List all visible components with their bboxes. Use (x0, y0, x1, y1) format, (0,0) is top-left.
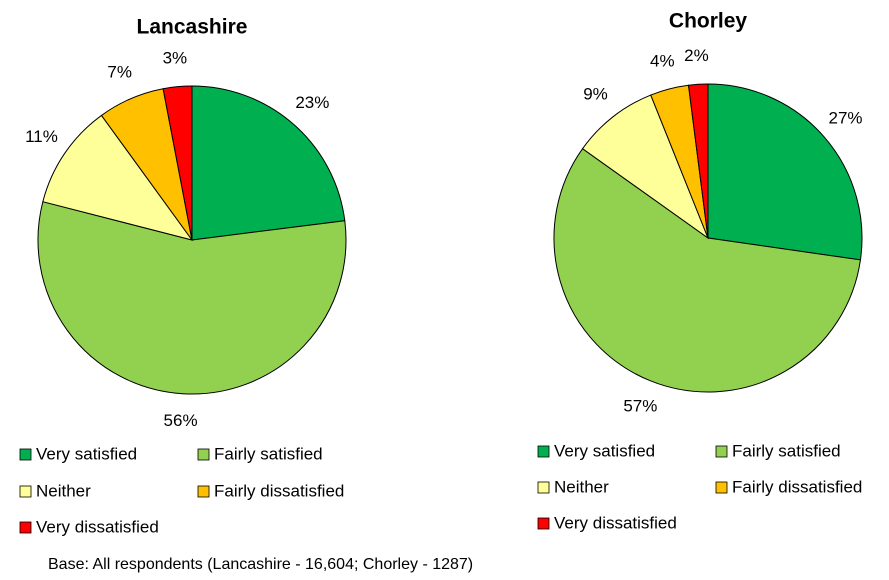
pie-slice (553, 147, 861, 393)
pie-slice (162, 85, 193, 241)
legend-label: Very dissatisfied (36, 517, 159, 536)
data-label: 27% (829, 108, 863, 127)
data-label: 3% (163, 48, 188, 67)
data-label: 11% (25, 127, 58, 146)
legend-label: Very satisfied (36, 444, 137, 463)
data-label: 2% (684, 46, 709, 65)
legend-swatch (537, 481, 550, 494)
chart-title: Chorley (669, 10, 748, 33)
data-label: 4% (650, 51, 675, 70)
legend-swatch (19, 485, 32, 498)
legend-label: Fairly dissatisfied (214, 481, 344, 500)
data-label: 57% (623, 396, 657, 415)
legend-swatch (197, 485, 210, 498)
legend-swatch (537, 445, 550, 458)
legend-swatch (197, 448, 210, 461)
pie-slice (37, 201, 347, 395)
data-label: 7% (107, 62, 132, 81)
pie-slice (707, 83, 863, 261)
data-label: 56% (164, 411, 198, 430)
legend-label: Neither (554, 477, 609, 496)
legend-label: Very satisfied (554, 441, 655, 460)
data-label: 9% (583, 84, 608, 103)
pie-slice (42, 114, 194, 241)
data-label: 23% (295, 93, 329, 112)
legend-label: Fairly satisfied (214, 444, 323, 463)
legend-label: Fairly satisfied (732, 441, 841, 460)
legend-swatch (19, 521, 32, 534)
chart-title: Lancashire (137, 16, 248, 39)
legend-label: Neither (36, 481, 91, 500)
pie-slice (191, 85, 346, 241)
pie-slice (581, 94, 710, 240)
legend-swatch (715, 481, 728, 494)
pie-slice (687, 83, 709, 239)
legend-swatch (19, 448, 32, 461)
legend-swatch (537, 517, 550, 530)
footnote: Base: All respondents (Lancashire - 16,6… (48, 556, 473, 573)
legend-label: Very dissatisfied (554, 513, 677, 532)
legend-label: Fairly dissatisfied (732, 477, 862, 496)
legend-swatch (715, 445, 728, 458)
